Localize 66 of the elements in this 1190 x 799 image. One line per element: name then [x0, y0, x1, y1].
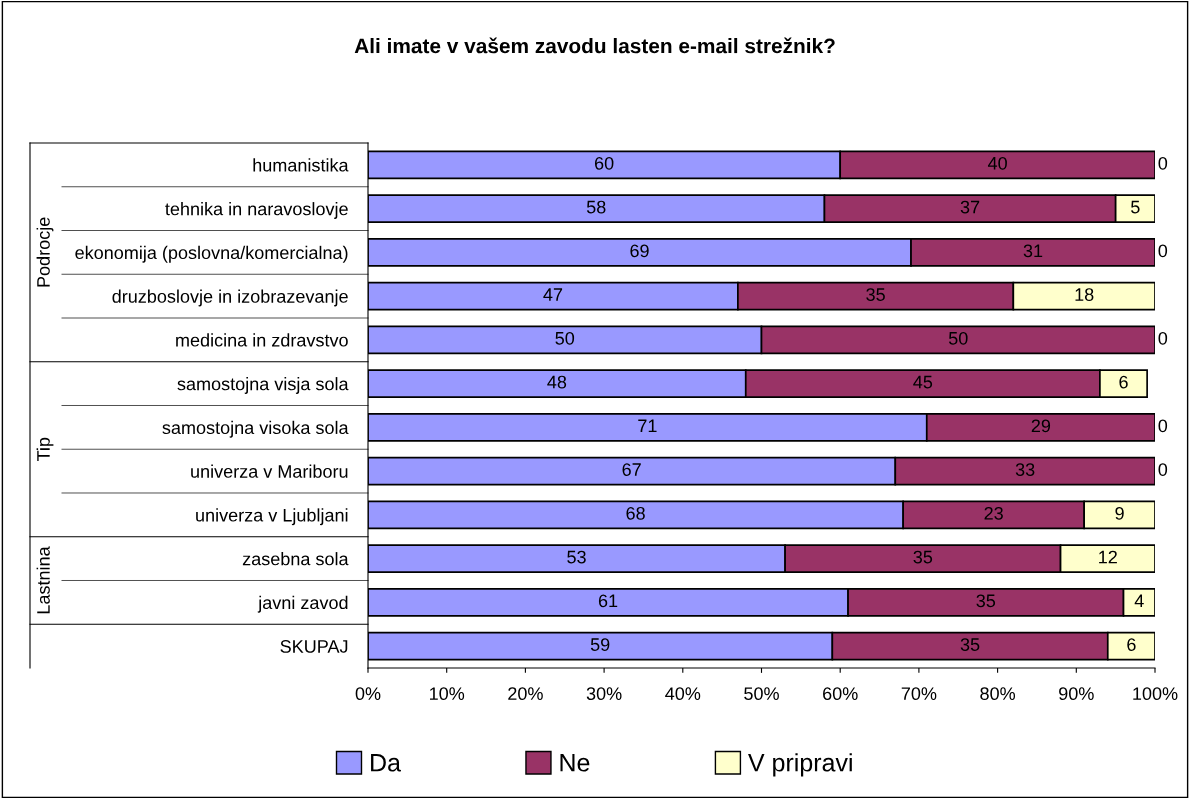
data-label: 0	[1158, 331, 1168, 345]
data-label: 35	[960, 638, 980, 651]
y-tick-label: samostojna visoka sola	[162, 420, 349, 438]
legend-label: Da	[371, 754, 401, 772]
data-label: 71	[638, 419, 657, 433]
data-label: 50	[555, 331, 575, 345]
data-label: 69	[630, 244, 649, 258]
data-label: 18	[1075, 288, 1094, 301]
y-tick-label: univerza v Ljubljani	[196, 508, 348, 526]
y-tick-label: samostojna visja sola	[177, 377, 349, 394]
data-label: 47	[543, 288, 563, 301]
x-tick-label: 30%	[586, 687, 622, 701]
text: Podrocje	[36, 217, 54, 287]
x-tick-label: 100%	[1133, 687, 1178, 701]
data-label: 35	[976, 594, 996, 608]
data-label: 0	[1158, 244, 1168, 258]
data-label: 0	[1158, 419, 1168, 433]
x-tick-label: 0%	[355, 687, 381, 701]
data-label: 37	[960, 200, 980, 214]
y-tick-label: javni zavod	[257, 595, 348, 613]
data-label: 45	[913, 375, 933, 389]
data-label: 0	[1158, 156, 1168, 170]
data-label: 31	[1023, 244, 1043, 258]
data-label: 23	[984, 506, 1003, 520]
y-tick-label: univerza v Mariboru	[191, 464, 348, 478]
data-label: 35	[866, 288, 885, 301]
x-tick-label: 70%	[901, 687, 937, 701]
x-tick-label: 80%	[980, 687, 1016, 701]
data-label: 5	[1131, 200, 1140, 214]
data-label: 40	[987, 156, 1007, 170]
data-label: 0	[1158, 463, 1168, 476]
data-label: 33	[1015, 463, 1035, 476]
data-label: 68	[626, 506, 645, 520]
data-label: 6	[1119, 375, 1128, 389]
x-tick-label: 90%	[1059, 687, 1094, 701]
y-tick-label: ekonomija (poslovna/komercialna)	[75, 245, 348, 263]
data-label: 59	[590, 638, 610, 651]
data-label: 67	[622, 463, 641, 476]
legend-label: Ne	[560, 754, 590, 772]
text: Lastnina	[36, 546, 50, 614]
data-label: 61	[598, 594, 618, 608]
x-tick-label: 60%	[823, 687, 858, 701]
x-tick-label: 50%	[744, 687, 779, 701]
data-label: 53	[567, 550, 586, 564]
data-label: 35	[913, 550, 933, 564]
y-tick-label: druzboslovje in izobrazevanje	[112, 289, 348, 307]
chart-title: Ali imate v vašem zavodu lasten e-mail strežnik?	[354, 37, 835, 54]
data-label: 58	[586, 200, 606, 214]
data-label: 50	[948, 331, 968, 345]
y-tick-label: tehnika in naravoslovje	[165, 202, 348, 219]
y-tick-label: zasebna sola	[242, 552, 349, 566]
data-label: 6	[1127, 638, 1136, 651]
data-label: 60	[594, 156, 614, 170]
y-tick-label: humanistika	[253, 158, 349, 172]
data-label: 48	[547, 375, 567, 389]
y-tick-label: SKUPAJ	[280, 640, 348, 653]
legend-label: V pripravi	[748, 753, 852, 777]
x-tick-label: 40%	[665, 687, 701, 701]
x-tick-label: 20%	[508, 687, 543, 701]
data-label: 9	[1115, 506, 1124, 520]
data-label: 4	[1134, 594, 1144, 608]
data-label: 29	[1031, 419, 1051, 433]
x-tick-label: 10%	[430, 687, 465, 701]
y-tick-label: medicina in zdravstvo	[176, 333, 348, 347]
text: Tip	[36, 437, 54, 462]
data-label: 12	[1099, 550, 1117, 564]
